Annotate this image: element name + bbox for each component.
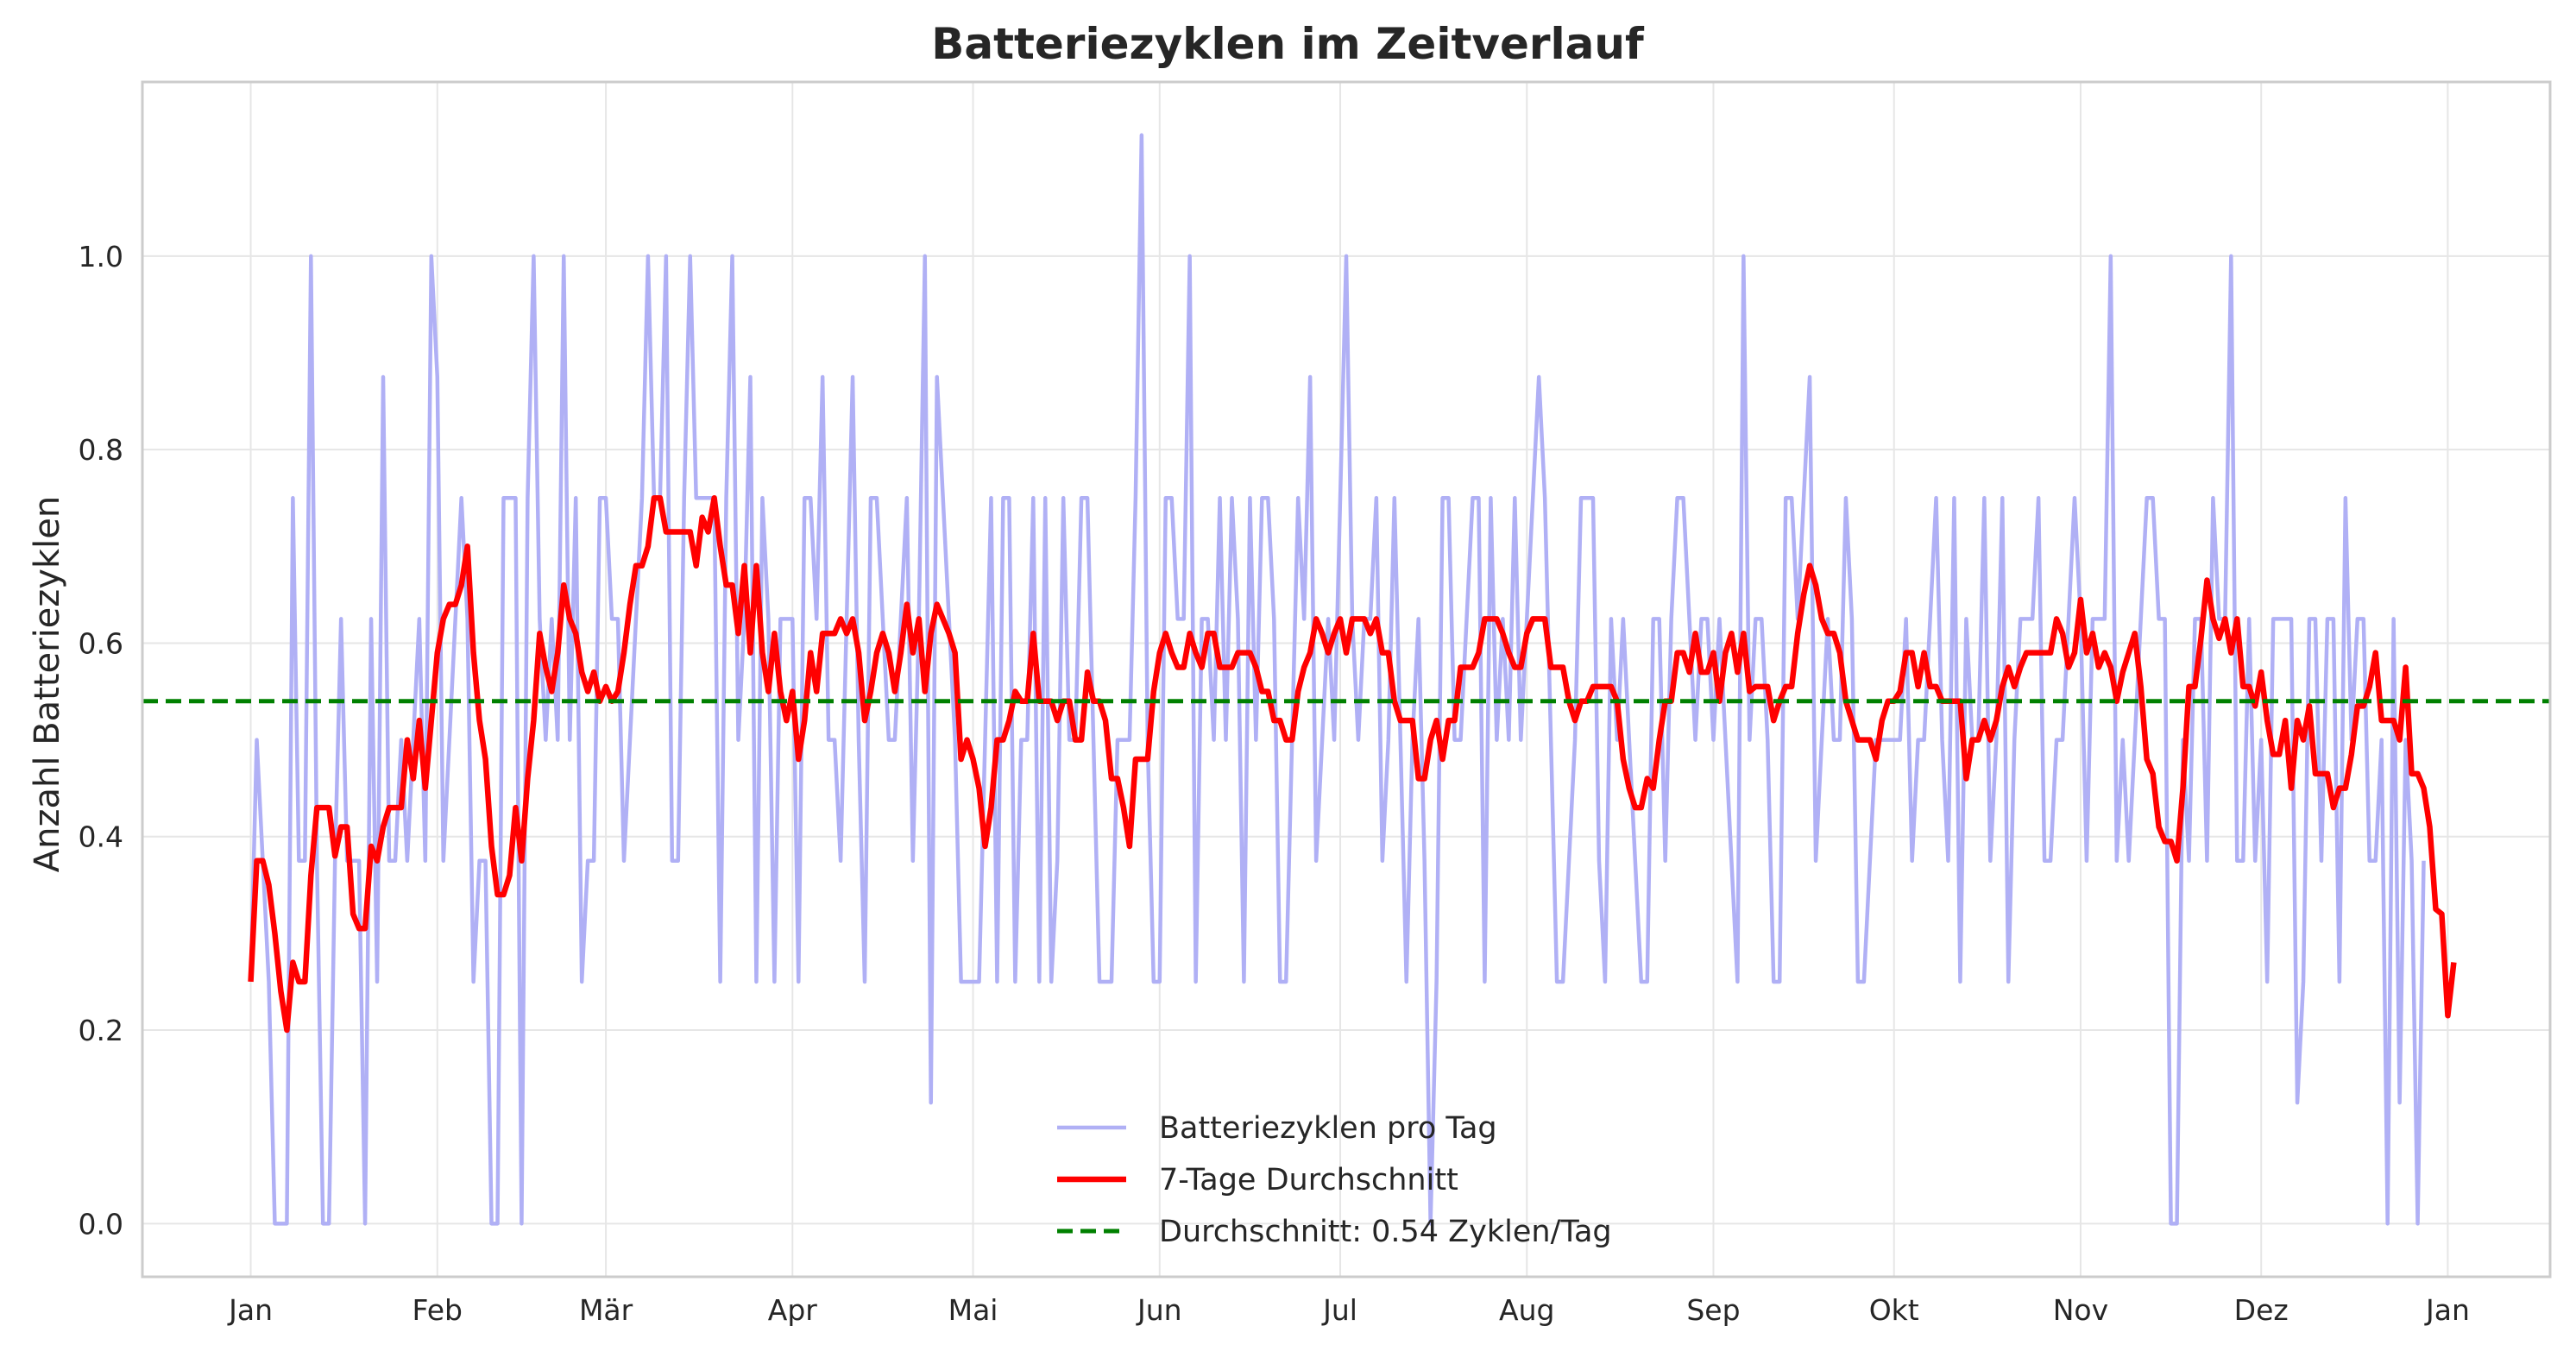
x-tick-label: Mär [579,1293,633,1327]
y-axis-label: Anzahl Batteriezyklen [28,496,67,872]
series-line-rolling-average [248,494,2457,1034]
x-tick-label: Okt [1869,1293,1919,1327]
legend-label-rolling: 7-Tage Durchschnitt [1159,1163,1458,1197]
y-tick-label: 1.0 [79,240,123,273]
y-tick-label: 0.0 [79,1207,123,1241]
x-tick-label: Sep [1686,1293,1740,1327]
y-tick-label: 0.6 [79,626,123,660]
legend-label-mean: Durchschnitt: 0.54 Zyklen/Tag [1159,1215,1612,1249]
x-tick-label: Feb [413,1293,463,1327]
x-tick-label: Dez [2234,1293,2289,1327]
x-tick-label: Apr [768,1293,818,1327]
y-tick-label: 0.4 [79,820,123,854]
series-layer [142,133,2550,1226]
x-tick-label: Mai [948,1293,998,1327]
x-tick-label: Aug [1499,1293,1554,1327]
x-tick-label: Jun [1136,1293,1182,1327]
x-tick-label: Jan [2424,1293,2470,1327]
plot-frame [141,80,2552,1279]
series-line-daily [249,133,2426,1226]
x-tick-label: Jul [1321,1293,1357,1327]
legend: Batteriezyklen pro Tag 7-Tage Durchschni… [1057,1111,1612,1249]
y-tick-label: 0.2 [79,1014,123,1047]
chart-title: Batteriezyklen im Zeitverlauf [931,19,1645,69]
x-tick-label: Nov [2053,1293,2108,1327]
axis-ticks: Jan Feb Mär Apr Mai Jun Jul Aug Sep Okt Nov Dez Jan 0… [79,240,2470,1327]
legend-label-daily: Batteriezyklen pro Tag [1159,1111,1497,1146]
y-tick-label: 0.8 [79,433,123,467]
x-tick-label: Jan [227,1293,273,1327]
